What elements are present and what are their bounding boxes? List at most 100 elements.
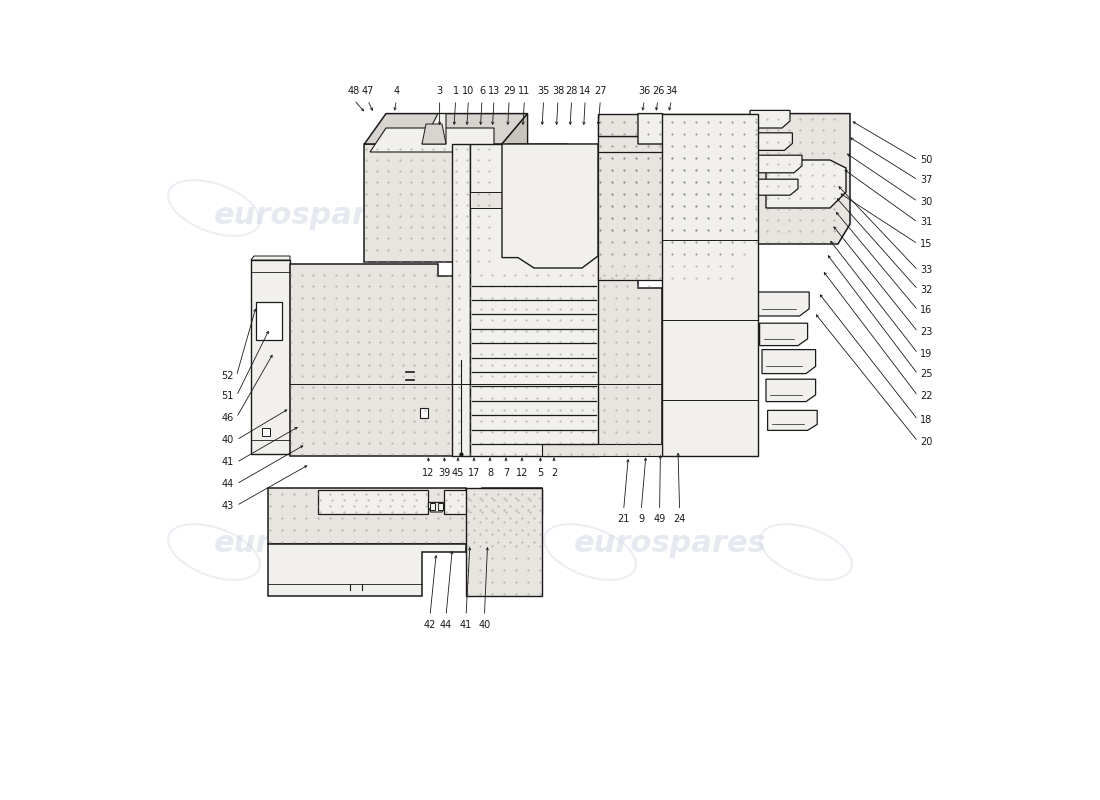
Text: 42: 42: [424, 620, 437, 630]
Polygon shape: [754, 114, 850, 244]
Polygon shape: [638, 114, 684, 144]
Polygon shape: [750, 110, 790, 128]
Text: 18: 18: [921, 415, 933, 425]
Text: eurospares: eurospares: [494, 202, 686, 230]
Polygon shape: [598, 114, 758, 136]
Polygon shape: [444, 490, 542, 514]
Polygon shape: [470, 144, 598, 456]
Text: 15: 15: [921, 239, 933, 249]
Polygon shape: [766, 379, 815, 402]
Polygon shape: [428, 502, 444, 512]
Polygon shape: [598, 152, 743, 280]
Text: 34: 34: [666, 86, 678, 96]
Text: 46: 46: [222, 413, 234, 422]
Polygon shape: [766, 160, 846, 208]
Polygon shape: [502, 114, 528, 176]
Text: 32: 32: [921, 285, 933, 294]
Polygon shape: [251, 260, 290, 454]
Polygon shape: [370, 128, 494, 152]
Polygon shape: [364, 114, 528, 144]
Text: 40: 40: [478, 620, 491, 630]
Text: 29: 29: [503, 86, 516, 96]
Text: 44: 44: [222, 479, 234, 489]
Text: 13: 13: [488, 86, 501, 96]
Text: 45: 45: [452, 468, 464, 478]
Polygon shape: [364, 144, 502, 262]
Text: 10: 10: [462, 86, 474, 96]
Text: 24: 24: [673, 514, 685, 525]
Polygon shape: [757, 179, 798, 195]
Polygon shape: [466, 488, 542, 596]
Text: 8: 8: [487, 468, 493, 478]
Polygon shape: [318, 490, 428, 514]
Bar: [256, 302, 282, 340]
Polygon shape: [542, 444, 662, 456]
Polygon shape: [760, 323, 807, 346]
Text: 40: 40: [222, 435, 234, 445]
Text: 36: 36: [638, 86, 650, 96]
Text: eurospares: eurospares: [213, 202, 406, 230]
Polygon shape: [422, 114, 446, 144]
Text: 19: 19: [921, 349, 933, 358]
Text: 21: 21: [617, 514, 630, 525]
Text: 48: 48: [348, 86, 360, 96]
Polygon shape: [754, 133, 792, 150]
Text: eurospares: eurospares: [213, 530, 406, 558]
Text: 52: 52: [221, 371, 234, 381]
Polygon shape: [290, 256, 662, 456]
Text: 33: 33: [921, 266, 933, 275]
Text: 39: 39: [438, 468, 451, 478]
Text: 47: 47: [362, 86, 374, 96]
Text: 1: 1: [452, 86, 459, 96]
Text: 11: 11: [518, 86, 530, 96]
Text: 6: 6: [478, 86, 485, 96]
Text: 51: 51: [221, 391, 234, 401]
Text: 25: 25: [921, 370, 933, 379]
Text: 12: 12: [516, 468, 528, 478]
Text: 16: 16: [921, 306, 933, 315]
Polygon shape: [598, 116, 758, 232]
Text: 2: 2: [551, 468, 557, 478]
Text: 14: 14: [579, 86, 592, 96]
Text: 43: 43: [222, 501, 234, 510]
Text: 28: 28: [565, 86, 578, 96]
Text: 49: 49: [653, 514, 666, 525]
Text: 20: 20: [921, 437, 933, 446]
Polygon shape: [452, 144, 470, 456]
Text: 38: 38: [552, 86, 564, 96]
Polygon shape: [662, 114, 758, 456]
Text: 5: 5: [537, 468, 543, 478]
Text: 26: 26: [652, 86, 664, 96]
Text: 44: 44: [440, 620, 452, 630]
Polygon shape: [758, 155, 802, 173]
Text: 30: 30: [921, 197, 933, 206]
Bar: [430, 503, 434, 510]
Text: 3: 3: [437, 86, 442, 96]
Text: 35: 35: [538, 86, 550, 96]
Bar: [420, 408, 428, 418]
Text: 12: 12: [422, 468, 435, 478]
Text: 41: 41: [222, 458, 234, 467]
Text: 50: 50: [921, 155, 933, 165]
Polygon shape: [422, 124, 446, 144]
Polygon shape: [758, 292, 810, 316]
Polygon shape: [762, 350, 815, 374]
Text: 7: 7: [503, 468, 509, 478]
Polygon shape: [768, 410, 817, 430]
Text: eurospares: eurospares: [573, 530, 767, 558]
Polygon shape: [508, 144, 568, 176]
Polygon shape: [502, 144, 598, 268]
Text: 9: 9: [638, 514, 645, 525]
Text: 41: 41: [460, 620, 472, 630]
Polygon shape: [268, 544, 466, 596]
Text: 37: 37: [921, 175, 933, 185]
Bar: [438, 503, 443, 510]
Polygon shape: [268, 488, 542, 552]
Text: 4: 4: [394, 86, 399, 96]
Text: 22: 22: [921, 391, 933, 401]
Polygon shape: [598, 136, 750, 256]
Polygon shape: [251, 256, 290, 260]
Text: 27: 27: [594, 86, 607, 96]
Polygon shape: [470, 192, 596, 208]
Text: 31: 31: [921, 218, 933, 227]
